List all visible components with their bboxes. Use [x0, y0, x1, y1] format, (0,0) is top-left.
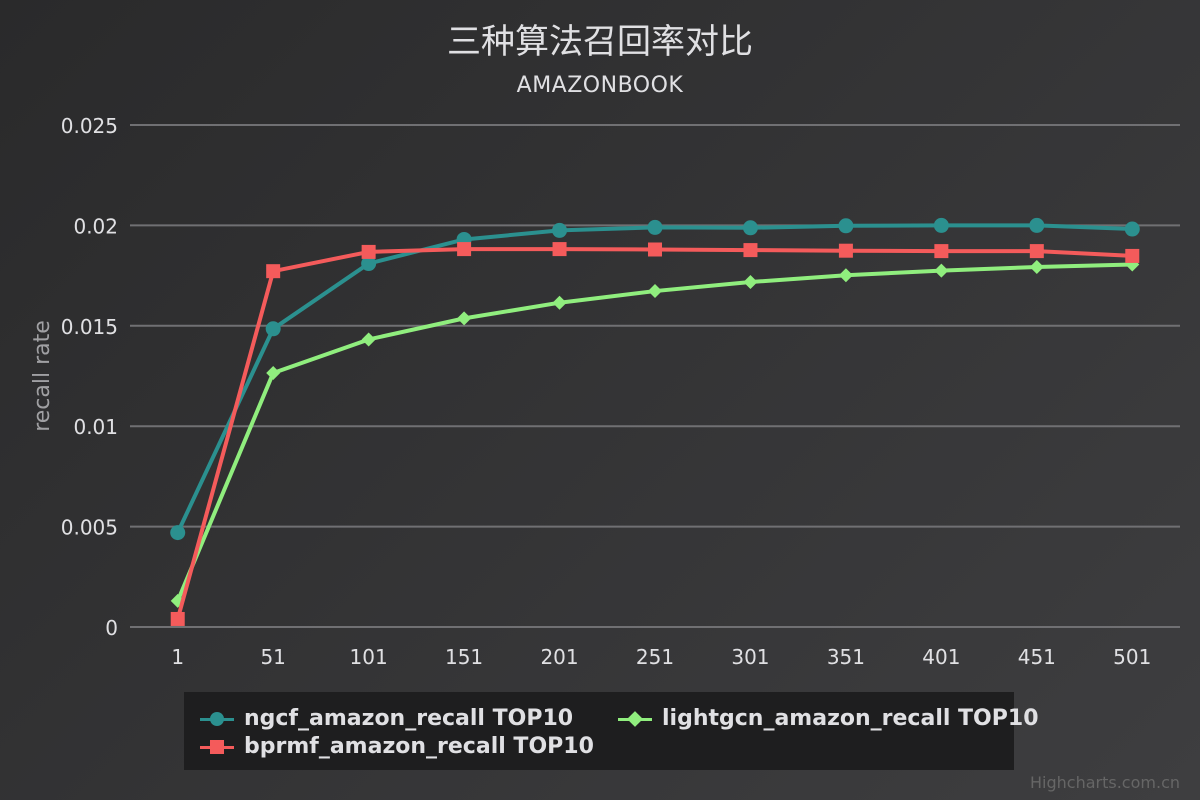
legend-symbol-circle: [200, 709, 234, 729]
data-point[interactable]: [838, 243, 853, 258]
data-point[interactable]: [552, 242, 567, 257]
data-point[interactable]: [648, 242, 662, 257]
series-line: [175, 223, 1133, 534]
series-line: [175, 247, 1133, 620]
x-tick-label: 451: [1018, 645, 1056, 669]
legend: ngcf_amazon_recall TOP10 lightgcn_amazon…: [184, 692, 1039, 770]
chart-subtitle: AMAZONBOOK: [516, 73, 684, 98]
x-tick-label: 351: [827, 645, 865, 669]
legend-symbol-square: [200, 737, 234, 757]
credits-link[interactable]: Highcharts.com.cn: [1030, 773, 1180, 792]
y-tick-label: 0.025: [61, 114, 118, 138]
series-layer: [170, 217, 1140, 626]
y-tick-label: 0: [105, 616, 118, 640]
x-tick-label: 251: [636, 645, 674, 669]
data-point[interactable]: [1125, 248, 1140, 263]
data-point[interactable]: [647, 219, 663, 235]
series-line: [175, 262, 1133, 602]
data-point[interactable]: [170, 611, 185, 626]
x-tick-label: 101: [350, 645, 388, 669]
series-2: [170, 242, 1140, 626]
data-point[interactable]: [838, 268, 853, 283]
y-axis-ticks: 0 0.005 0.01 0.015 0.02 0.025: [61, 114, 118, 640]
legend-item-lightgcn[interactable]: lightgcn_amazon_recall TOP10: [618, 706, 1039, 731]
legend-item-bprmf[interactable]: bprmf_amazon_recall TOP10: [200, 734, 594, 759]
legend-item-ngcf[interactable]: ngcf_amazon_recall TOP10: [200, 706, 573, 731]
x-tick-label: 401: [922, 645, 960, 669]
data-point[interactable]: [743, 243, 758, 258]
legend-label: ngcf_amazon_recall TOP10: [244, 706, 574, 731]
data-point[interactable]: [1029, 217, 1045, 233]
chart-title: 三种算法召回率对比: [447, 22, 753, 62]
y-tick-label: 0.005: [61, 516, 118, 540]
series-1: [170, 257, 1140, 608]
data-point[interactable]: [838, 218, 854, 234]
legend-label: bprmf_amazon_recall TOP10: [244, 734, 594, 759]
x-tick-label: 1: [171, 645, 184, 669]
data-point[interactable]: [1029, 244, 1044, 259]
y-tick-label: 0.02: [73, 214, 118, 238]
legend-symbol-diamond: [618, 709, 652, 729]
x-tick-label: 301: [731, 645, 769, 669]
y-axis-label: recall rate: [30, 320, 55, 432]
x-tick-label: 151: [445, 645, 483, 669]
x-tick-label: 201: [540, 645, 578, 669]
data-point[interactable]: [361, 332, 376, 347]
y-tick-label: 0.015: [61, 315, 118, 339]
data-point[interactable]: [933, 217, 949, 233]
data-point[interactable]: [361, 256, 377, 272]
data-point[interactable]: [361, 244, 376, 259]
data-point[interactable]: [265, 321, 281, 337]
x-tick-label: 501: [1113, 645, 1151, 669]
data-point[interactable]: [457, 242, 472, 257]
data-point[interactable]: [552, 222, 568, 238]
y-tick-label: 0.01: [73, 415, 118, 439]
series-0: [170, 217, 1140, 541]
x-axis-ticks: 1 51 101 151 201 251 301 351 401 451 501: [171, 645, 1151, 669]
data-point[interactable]: [934, 263, 949, 278]
legend-label: lightgcn_amazon_recall TOP10: [662, 706, 1039, 731]
gridlines: [130, 124, 1180, 628]
data-point[interactable]: [648, 284, 662, 299]
data-point[interactable]: [934, 244, 949, 259]
x-tick-label: 51: [260, 645, 285, 669]
data-point[interactable]: [1124, 221, 1140, 237]
data-point[interactable]: [457, 311, 472, 326]
data-point[interactable]: [742, 220, 758, 236]
data-point[interactable]: [552, 295, 567, 310]
data-point[interactable]: [1029, 259, 1044, 274]
data-point[interactable]: [170, 525, 186, 541]
data-point[interactable]: [266, 264, 281, 279]
data-point[interactable]: [266, 365, 281, 380]
data-point[interactable]: [743, 275, 758, 290]
